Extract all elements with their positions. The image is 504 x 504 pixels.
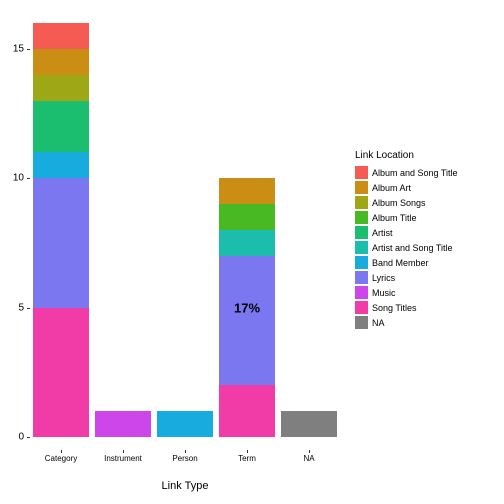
y-tick-label: 0	[18, 432, 24, 443]
legend-item: Lyrics	[355, 270, 458, 285]
legend-item: NA	[355, 315, 458, 330]
legend-label: Album Title	[372, 213, 417, 223]
bar-segment	[281, 411, 337, 437]
legend-item: Album and Song Title	[355, 165, 458, 180]
legend-swatch	[355, 286, 368, 299]
bar-segment	[33, 152, 89, 178]
y-tick-label: 5	[18, 302, 24, 313]
legend-swatch	[355, 196, 368, 209]
legend-label: Lyrics	[372, 273, 395, 283]
legend-label: NA	[372, 318, 385, 328]
x-tick-label: Person	[172, 454, 197, 463]
x-tick-label: Term	[238, 454, 256, 463]
legend-label: Album and Song Title	[372, 168, 458, 178]
legend-label: Band Member	[372, 258, 429, 268]
legend-item: Song Titles	[355, 300, 458, 315]
y-tick-label: 10	[13, 173, 24, 184]
legend-label: Artist and Song Title	[372, 243, 453, 253]
x-axis-title: Link Type	[30, 480, 340, 492]
legend-label: Album Art	[372, 183, 411, 193]
bar-segment	[33, 75, 89, 101]
legend-title: Link Location	[355, 150, 458, 161]
bar-segment	[219, 178, 275, 204]
x-tick-label: Instrument	[104, 454, 142, 463]
bar-segment	[157, 411, 213, 437]
legend-swatch	[355, 271, 368, 284]
legend-label: Album Songs	[372, 198, 426, 208]
bar-segment	[219, 256, 275, 385]
legend: Link Location Album and Song Title Album …	[355, 150, 458, 330]
bar-segment	[33, 101, 89, 153]
bar-segment	[219, 230, 275, 256]
legend-swatch	[355, 226, 368, 239]
legend-item: Album Art	[355, 180, 458, 195]
legend-swatch	[355, 256, 368, 269]
bar-segment	[219, 385, 275, 437]
legend-item: Artist and Song Title	[355, 240, 458, 255]
x-tick-label: Category	[45, 454, 77, 463]
legend-label: Music	[372, 288, 396, 298]
bar-segment	[33, 308, 89, 437]
legend-item: Band Member	[355, 255, 458, 270]
legend-item: Music	[355, 285, 458, 300]
legend-swatch	[355, 211, 368, 224]
y-axis: 0 5 10 15	[0, 10, 28, 450]
legend-swatch	[355, 166, 368, 179]
y-tick-label: 15	[13, 43, 24, 54]
legend-label: Song Titles	[372, 303, 417, 313]
legend-swatch	[355, 316, 368, 329]
bar-segment	[219, 204, 275, 230]
chart-container: 0 5 10 15 Link Type Link Location Album and…	[0, 0, 504, 504]
bar-segment	[95, 411, 151, 437]
bar-segment	[33, 23, 89, 49]
legend-item: Album Songs	[355, 195, 458, 210]
legend-item: Artist	[355, 225, 458, 240]
legend-swatch	[355, 181, 368, 194]
annotation: 17%	[234, 300, 260, 315]
bar-segment	[33, 49, 89, 75]
bar-segment	[33, 178, 89, 307]
legend-item: Album Title	[355, 210, 458, 225]
x-tick-label: NA	[303, 454, 314, 463]
legend-swatch	[355, 241, 368, 254]
legend-swatch	[355, 301, 368, 314]
legend-label: Artist	[372, 228, 393, 238]
